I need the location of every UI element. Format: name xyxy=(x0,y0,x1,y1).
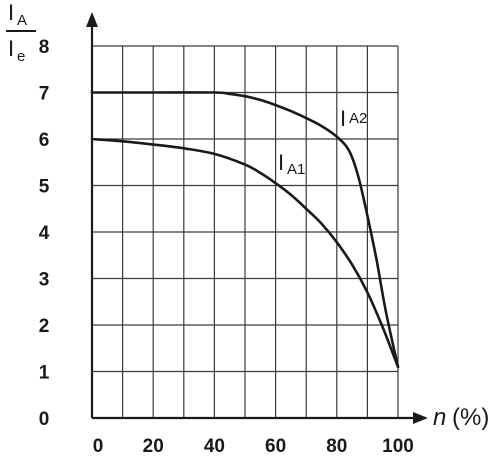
x-tick-label: 0 xyxy=(93,436,104,457)
y-tick-labels: 0 1 2 3 4 5 6 7 8 xyxy=(39,37,50,430)
x-tick-label: 80 xyxy=(326,436,347,457)
x-tick-label: 40 xyxy=(204,436,225,457)
y-axis-arrow xyxy=(86,12,98,27)
y-tick-label: 2 xyxy=(39,316,50,337)
series-label-a2-sub: A2 xyxy=(349,110,367,127)
series-label-a2: I A2 xyxy=(340,106,367,131)
series-label-a2-main: I xyxy=(340,106,346,131)
y-label-denominator-sub: e xyxy=(17,48,25,65)
series-line-a1 xyxy=(90,137,400,369)
x-axis-arrow xyxy=(413,412,428,424)
series-label-a1-main: I xyxy=(278,150,284,175)
y-label-denominator: I xyxy=(8,36,14,61)
series-label-a1: I A1 xyxy=(278,150,305,178)
series-line-a2 xyxy=(90,91,400,369)
y-label-numerator: I xyxy=(8,0,14,25)
grid xyxy=(92,45,399,418)
y-tick-label: 0 xyxy=(39,409,50,430)
x-label-variable: n xyxy=(433,404,446,431)
series-lines xyxy=(90,91,400,369)
x-tick-label: 60 xyxy=(265,436,286,457)
x-tick-labels: 0 20 40 60 80 100 xyxy=(93,436,414,457)
x-label-unit: (%) xyxy=(452,404,489,431)
y-axis-label: I A I e xyxy=(6,0,36,65)
series-label-a1-sub: A1 xyxy=(287,161,305,178)
y-tick-label: 8 xyxy=(39,37,50,58)
x-tick-label: 100 xyxy=(382,436,414,457)
axes xyxy=(86,12,428,424)
x-axis-label: n (%) xyxy=(433,404,489,431)
y-tick-label: 5 xyxy=(39,177,50,198)
y-tick-label: 4 xyxy=(39,223,50,244)
y-tick-label: 7 xyxy=(39,84,50,105)
y-tick-label: 3 xyxy=(39,270,50,291)
x-tick-label: 20 xyxy=(143,436,164,457)
y-label-numerator-sub: A xyxy=(17,12,27,29)
y-tick-label: 6 xyxy=(39,130,50,151)
y-tick-label: 1 xyxy=(39,363,50,384)
